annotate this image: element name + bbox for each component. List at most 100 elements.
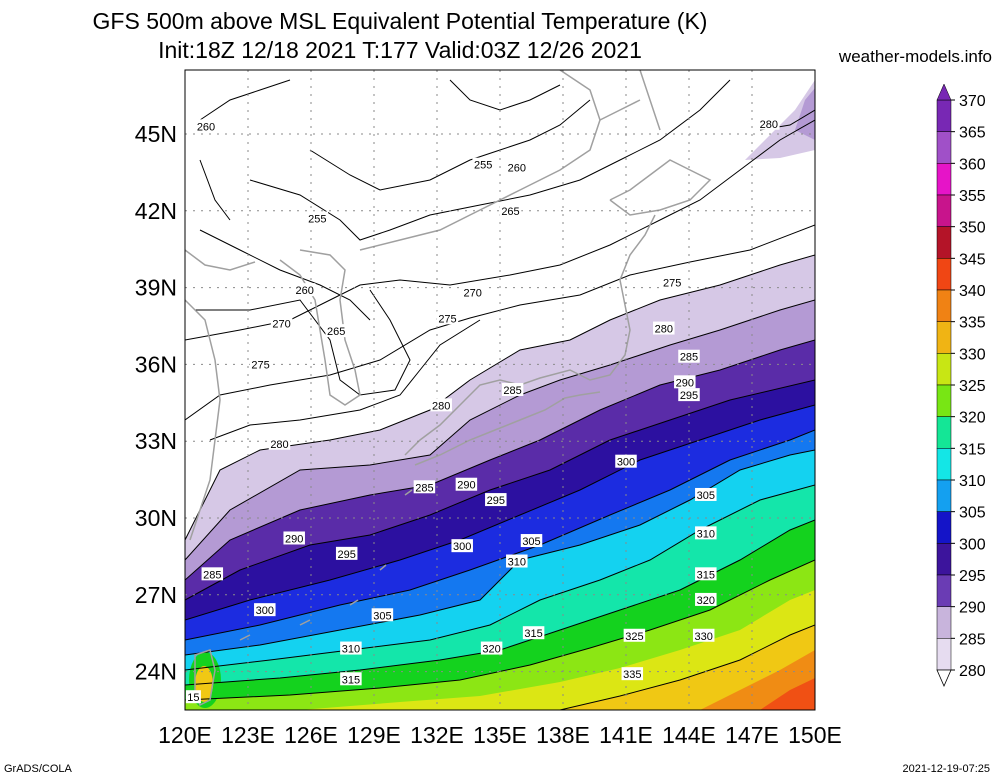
contour-label: 335 [623,669,641,681]
contour-label: 300 [617,457,635,469]
colorbar-label: 290 [959,600,986,617]
colorbar-swatch [936,258,952,291]
contour-label-bg [185,690,201,704]
contour-label: 260 [296,285,314,297]
contour-label-bg [653,321,675,335]
contour-label-bg [522,626,545,640]
contour-label: 305 [522,536,540,548]
lat-tick-label: 33N [135,428,177,454]
colorbar-swatch [936,416,952,449]
contour-label: 15 [187,692,199,704]
colorbar-label: 355 [959,188,986,205]
contour-label: 275 [251,359,269,371]
lon-tick-label: 132E [410,722,464,748]
colorbar-swatch [936,289,952,322]
colorbar-swatch [936,321,952,354]
contour-label: 275 [438,313,456,325]
chart-subtitle: Init:18Z 12/18 2021 T:177 Valid:03Z 12/2… [158,37,642,63]
colorbar-label: 305 [959,505,986,522]
lon-tick-label: 123E [221,722,275,748]
contour-label-bg [695,526,717,540]
contour-label-bg [506,160,528,174]
colorbar-swatch [936,606,952,639]
colorbar-label: 360 [959,156,986,173]
latitude-tick-labels: 24N 27N 30N 33N 36N 39N 42N 45N [135,121,177,685]
colorbar-swatch [936,574,952,607]
contour-label: 310 [508,557,526,569]
contour-label-bg [674,375,696,389]
contour-label: 270 [464,288,482,300]
contour-label-bg [461,285,484,299]
colorbar-swatch [936,543,952,576]
lat-tick-label: 24N [135,659,177,685]
contour-label: 315 [342,674,360,686]
contour-label-bg [695,487,717,501]
contour-label: 285 [503,385,521,397]
contour-label: 280 [655,324,673,336]
lat-tick-label: 27N [135,582,177,608]
lat-tick-label: 42N [135,198,177,224]
contour-label: 305 [373,610,391,622]
colorbar-label: 340 [959,283,986,300]
contour-label: 290 [457,480,475,492]
colorbar-swatch [936,353,952,386]
colorbar-label: 370 [959,93,986,110]
contour-label: 305 [697,490,715,502]
contour-label-bg [499,203,522,217]
band-345 [760,678,815,710]
footer-timestamp: 2021-12-19-07:25 [902,763,990,775]
lat-lon-grid [185,70,815,710]
contour-label-bg [695,567,717,581]
contour-label: 260 [508,162,526,174]
contour-label: 290 [285,533,303,545]
colorbar-label: 310 [959,473,986,490]
contour-label: 285 [203,569,221,581]
contour-label: 285 [680,352,698,364]
lon-tick-label: 141E [599,722,653,748]
longitude-tick-labels: 120E 123E 126E 129E 132E 135E 138E 141E 144E 147E… [158,722,842,748]
contour-label-bg [661,275,683,289]
colorbar-swatch [936,131,952,164]
colorbar-label: 315 [959,441,986,458]
contour-label: 265 [501,206,519,218]
contour-label-bg [678,388,700,402]
contour-label: 310 [342,644,360,656]
contour-label: 310 [697,528,715,540]
colorbar-swatch [936,163,952,196]
contour-labels: 260 255 255 260 265 260 270 265 270 275 275 280 275 2… [185,116,780,704]
contour-label: 325 [625,631,643,643]
contour-label: 280 [760,119,778,131]
contour-label: 330 [695,631,713,643]
colorbar-swatch [936,194,952,227]
band-ne-280 [745,80,815,160]
contour-label: 280 [270,439,288,451]
contour-label-bg [430,398,452,412]
contour-label-bg [695,592,717,606]
contour-label: 290 [676,377,694,389]
plot-frame [184,69,816,711]
colorbar-swatch [936,384,952,417]
coastlines [185,70,712,707]
contour-label: 315 [524,628,542,640]
contour-label: 265 [327,326,345,338]
contour-label: 275 [663,277,681,289]
contour-label-bg [758,116,780,130]
contour-label-bg [413,480,436,494]
contour-label: 295 [680,390,698,402]
contour-label-bg [283,531,305,545]
lon-tick-label: 150E [788,722,842,748]
colorbar-bottom-arrow [936,669,952,687]
contour-label-bg [201,567,224,581]
site-credit: weather-models.info [838,47,992,66]
colorbar: 370 365 360 355 350 345 340 335 330 325 320 315 310 3… [936,83,986,687]
colorbar-swatch [936,99,952,132]
contour-label-bg [485,493,507,507]
contour-label-bg [270,316,293,330]
contour-label: 295 [338,549,356,561]
colorbar-label: 280 [959,663,986,680]
lat-tick-label: 39N [135,275,177,301]
contour-label-bg [472,157,494,171]
contour-label-bg [501,383,524,396]
band-ne-285 [795,88,815,140]
